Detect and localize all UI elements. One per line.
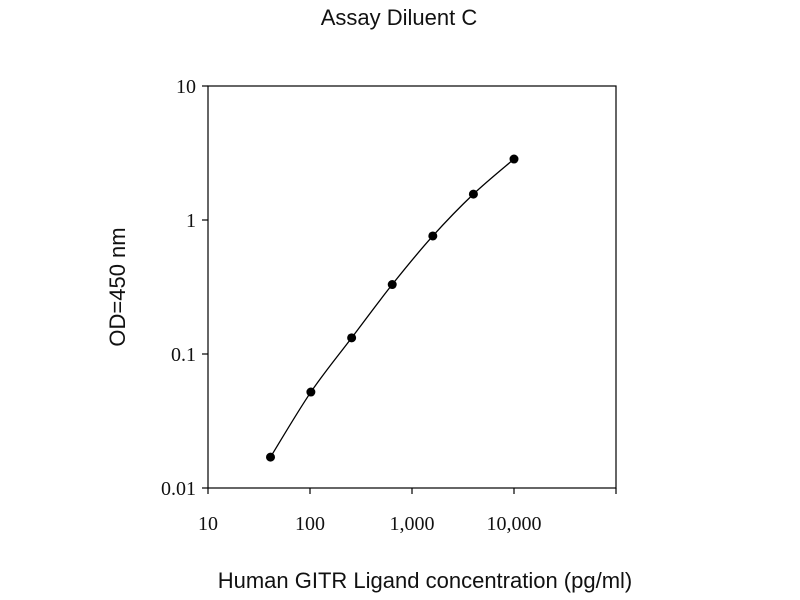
y-tick-label: 1 [186, 210, 196, 232]
y-tick-label: 0.01 [161, 478, 196, 500]
x-tick-label: 100 [295, 513, 325, 535]
x-axis-label: Human GITR Ligand concentration (pg/ml) [218, 568, 633, 593]
y-axis-label: OD=450 nm [105, 227, 130, 346]
data-point [347, 333, 357, 343]
chart-title: Assay Diluent C [321, 5, 478, 30]
x-tick-label: 1,000 [390, 513, 435, 535]
fit-line [269, 158, 515, 458]
y-tick-label: 10 [176, 76, 196, 98]
data-point [468, 189, 478, 199]
x-tick-label: 10 [198, 513, 218, 535]
x-tick-label: 10,000 [487, 513, 542, 535]
data-point [509, 154, 519, 164]
y-tick-label: 0.1 [171, 344, 196, 366]
x-axis: 10 100 1,000 10,000 [198, 488, 617, 535]
y-axis: 0.01 0.1 1 10 [161, 76, 208, 500]
data-point [306, 387, 316, 397]
data-point [428, 231, 438, 241]
data-point [387, 280, 397, 290]
plot-frame [207, 85, 617, 489]
data-point [266, 452, 276, 462]
data-points [266, 154, 519, 462]
